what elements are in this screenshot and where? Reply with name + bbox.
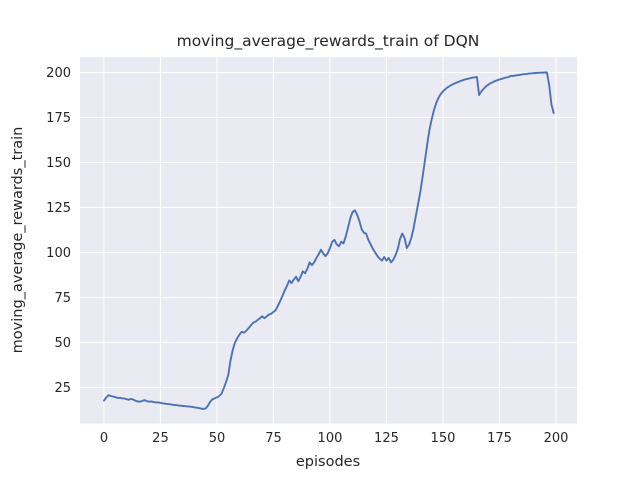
y-tick-label: 50: [54, 336, 71, 351]
x-tick-label: 125: [374, 431, 399, 446]
y-tick-label: 75: [54, 291, 71, 306]
reward-curve: [103, 71, 555, 410]
x-tick-label: 0: [100, 431, 108, 446]
x-tick-label: 175: [487, 431, 512, 446]
x-tick-label: 100: [318, 431, 343, 446]
chart-title: moving_average_rewards_train of DQN: [177, 32, 480, 51]
y-axis-ticks: 25 50 75 100 125 150 175 200: [46, 66, 71, 396]
x-axis-label: episodes: [296, 454, 360, 470]
y-tick-label: 125: [46, 201, 71, 216]
y-tick-label: 100: [46, 246, 71, 261]
x-tick-label: 50: [209, 431, 226, 446]
y-tick-label: 200: [46, 66, 71, 81]
x-axis-ticks: 0 25 50 75 100 125 150 175 200: [100, 431, 569, 446]
y-tick-label: 150: [46, 156, 71, 171]
y-axis-label: moving_average_rewards_train: [10, 127, 26, 354]
plot-area: [80, 57, 577, 424]
x-tick-label: 25: [152, 431, 169, 446]
y-tick-label: 175: [46, 111, 71, 126]
x-tick-label: 150: [431, 431, 456, 446]
y-tick-label: 25: [54, 381, 71, 396]
x-tick-label: 75: [265, 431, 282, 446]
x-tick-label: 200: [544, 431, 569, 446]
